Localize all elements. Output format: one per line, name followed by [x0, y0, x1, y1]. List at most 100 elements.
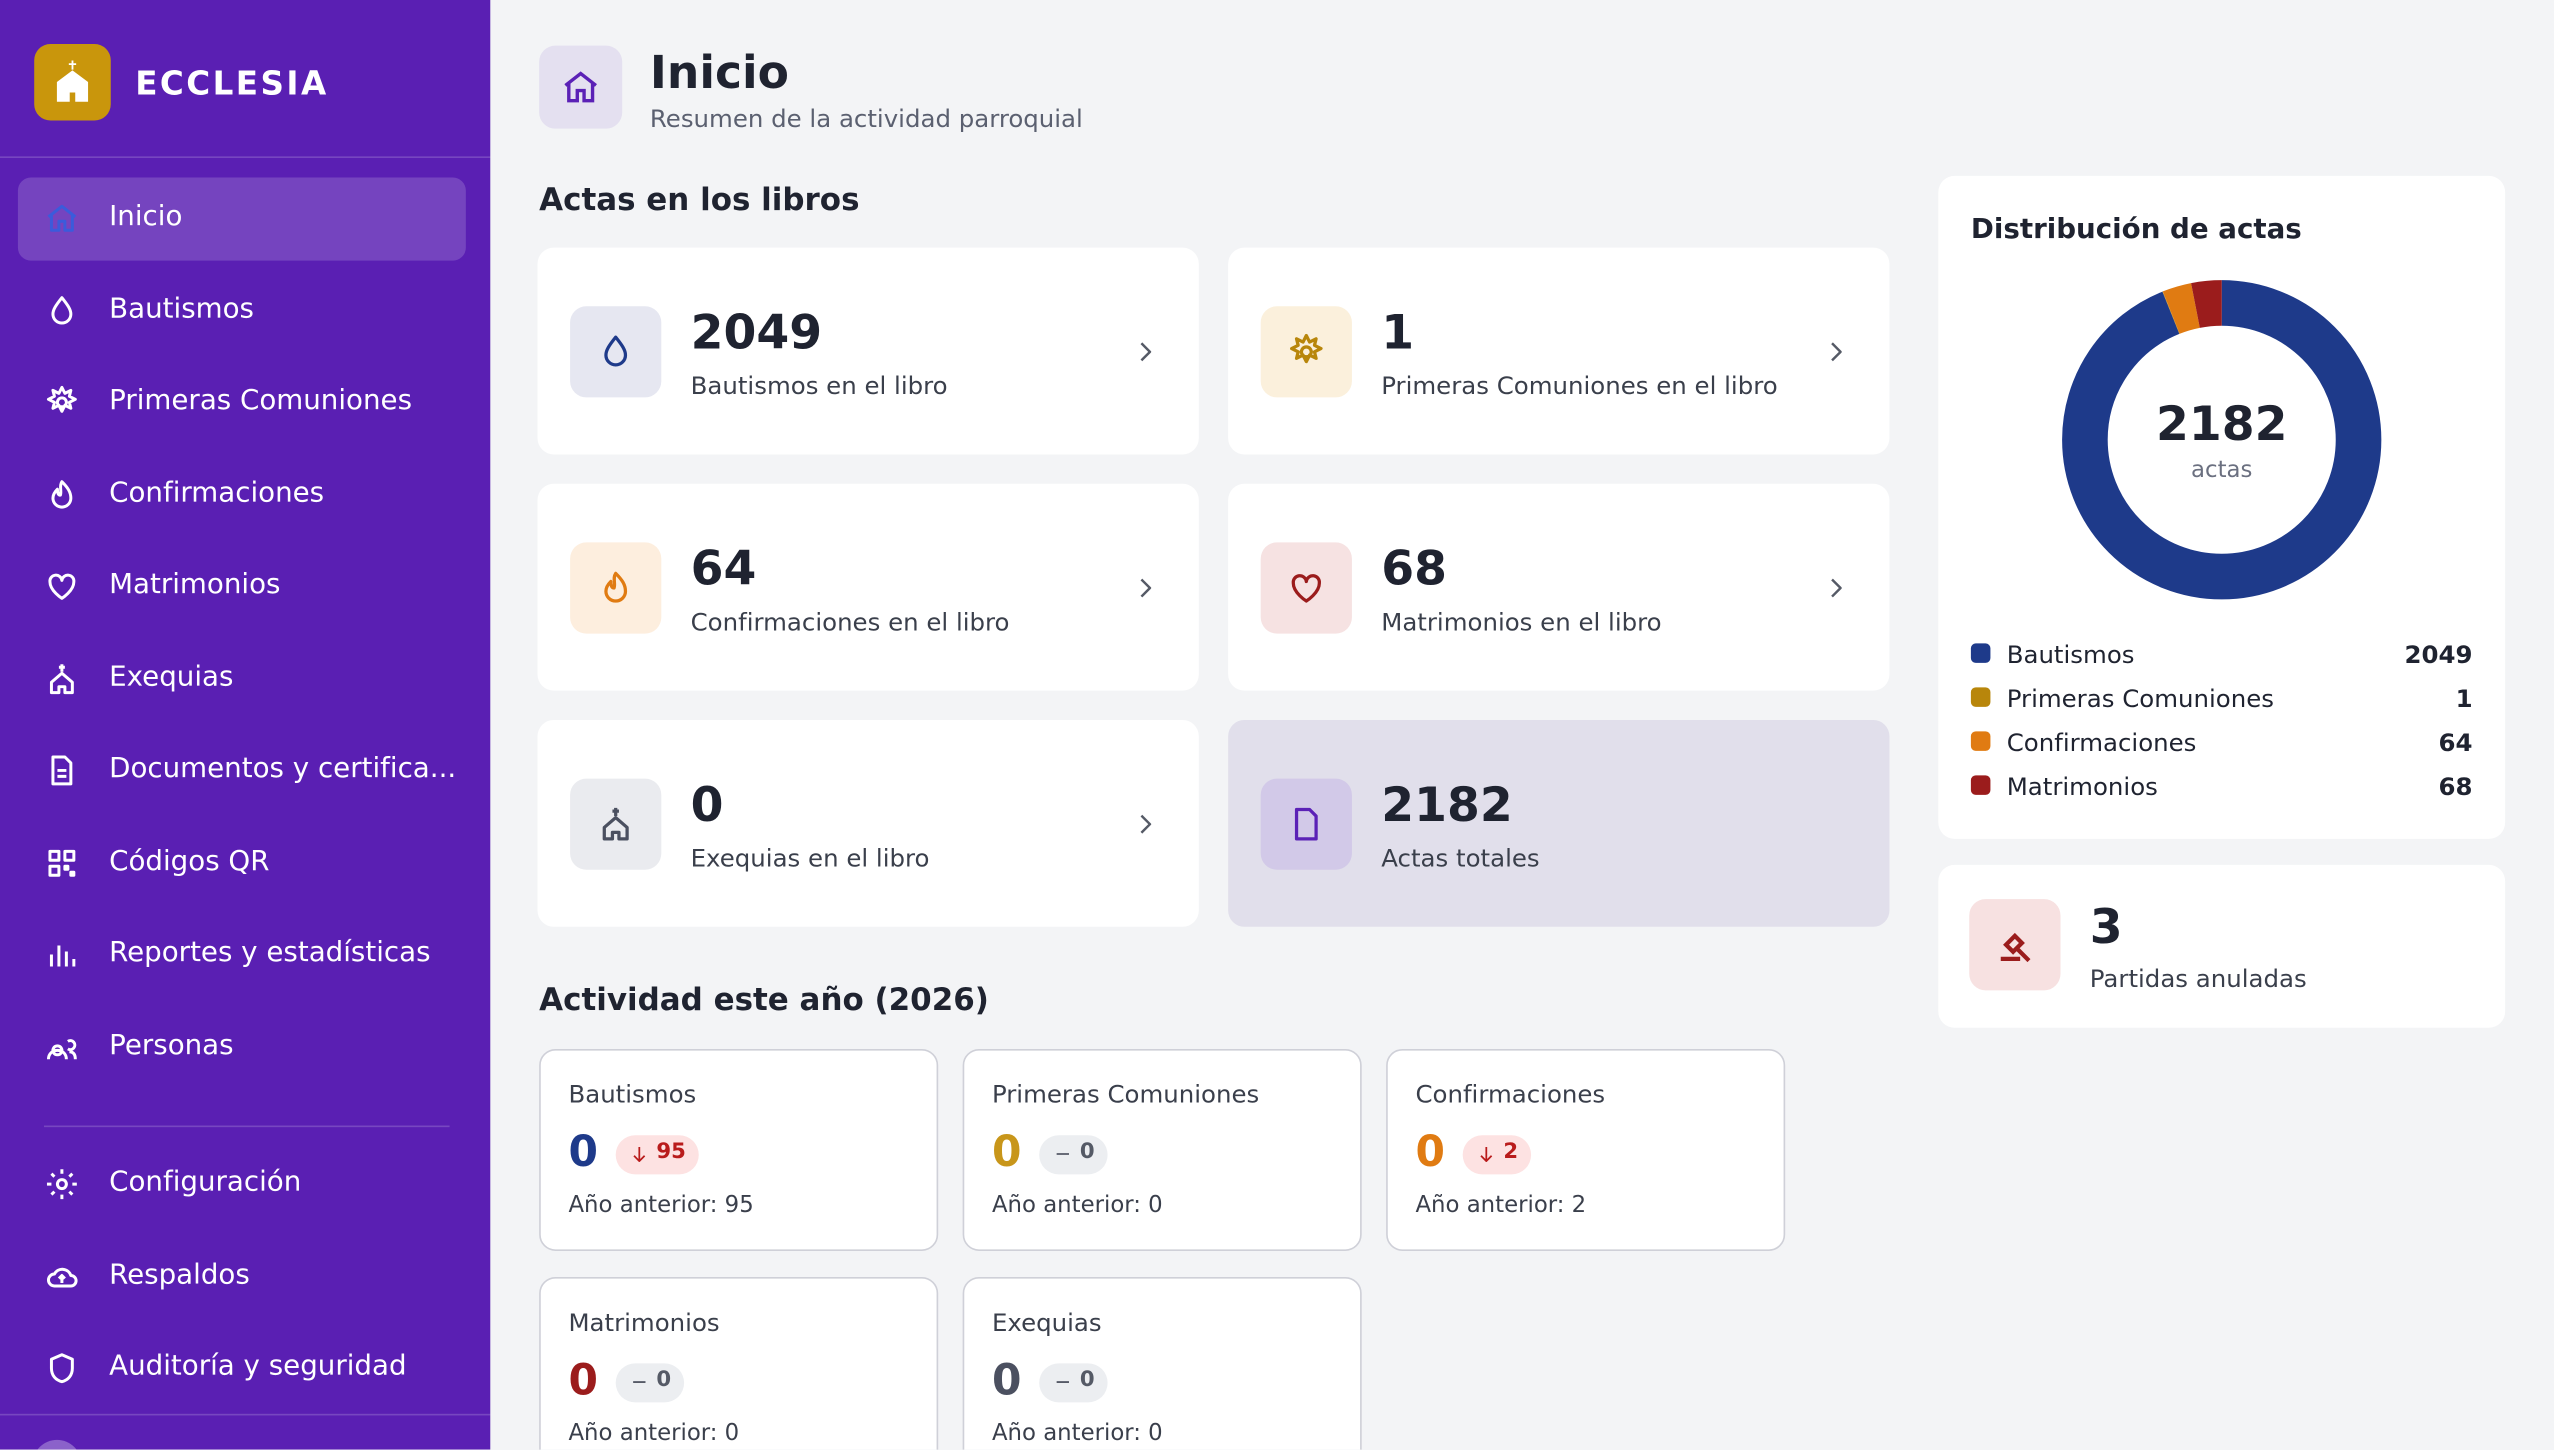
legend-value: 64: [2438, 728, 2473, 758]
nav-label: Personas: [109, 1028, 234, 1062]
logo: [34, 43, 111, 121]
icon: [46, 1169, 77, 1200]
icon: [1140, 342, 1152, 362]
icon: [46, 1038, 77, 1059]
book-card[interactable]: 68 Matrimonios en el libro: [1228, 483, 1890, 691]
icon-shape: [1831, 578, 1842, 598]
icon: [1294, 807, 1318, 841]
nav-label: Confirmaciones: [109, 476, 325, 510]
card-icon: [1260, 778, 1352, 870]
nav-label: Inicio: [109, 200, 183, 233]
annulled-value: 3: [2089, 899, 2123, 955]
icon-shape: [51, 295, 73, 324]
icon: [1831, 578, 1842, 598]
annulled-card[interactable]: 3 Partidas anuladas: [1938, 864, 2506, 1028]
nav-item[interactable]: Auditoría y seguridad: [18, 1327, 466, 1410]
year-card: Primeras Comuniones 0 0 Año anterior: 0: [962, 1048, 1362, 1251]
icon-shape: [1480, 1146, 1493, 1162]
card-value: 2182: [1381, 776, 1513, 833]
year-card-previous: Año anterior: 0: [991, 1420, 1163, 1447]
icon-shape: [49, 1353, 74, 1384]
year-card-count: 0: [1415, 1128, 1445, 1178]
book-card[interactable]: 0 Exequias en el libro: [537, 719, 1199, 927]
icon-shape: [49, 945, 76, 967]
annulled-icon: [1969, 899, 2061, 991]
logo-icon: [56, 60, 89, 102]
divider: [0, 1413, 491, 1416]
nav-item[interactable]: Personas: [18, 1006, 466, 1089]
icon-shape: [633, 1146, 646, 1162]
card-label: Matrimonios en el libro: [1381, 607, 1662, 637]
trend-value: 2: [1503, 1140, 1519, 1165]
card-value: 0: [690, 776, 724, 833]
icon-shape: [46, 1169, 77, 1200]
gavel-icon: [2000, 932, 2031, 963]
annulled-label: Partidas anuladas: [2089, 964, 2307, 994]
section-title: Actas en los libros: [539, 182, 860, 219]
legend-swatch: [1970, 643, 1991, 663]
book-card[interactable]: 64 Confirmaciones en el libro: [537, 483, 1199, 691]
card-label: Primeras Comuniones en el libro: [1381, 371, 1778, 401]
nav-label: Documentos y certifica...: [109, 752, 457, 786]
nav-item[interactable]: Primeras Comuniones: [18, 362, 466, 445]
nav-item[interactable]: Bautismos: [18, 270, 466, 353]
card-value: 68: [1381, 540, 1447, 597]
card-label: Bautismos en el libro: [690, 371, 948, 401]
card-value: 2049: [690, 304, 823, 360]
icon: [604, 335, 628, 367]
legend-value: 1: [2455, 684, 2473, 714]
nav-item[interactable]: Configuración: [18, 1143, 466, 1226]
icon-shape: [47, 204, 77, 232]
year-card: Confirmaciones 0 2 Año anterior: 2: [1386, 1048, 1786, 1251]
icon-shape: [48, 849, 76, 876]
icon-shape: [46, 1038, 77, 1059]
nav-item[interactable]: Inicio: [17, 177, 466, 261]
book-card[interactable]: 1 Primeras Comuniones en el libro: [1228, 247, 1890, 455]
page-icon: [539, 45, 623, 129]
nav-item[interactable]: Confirmaciones: [18, 454, 466, 537]
donut-chart: [2062, 280, 2382, 600]
nav-label: Respaldos: [109, 1258, 250, 1291]
nav-label: Reportes y estadísticas: [109, 936, 431, 970]
nav-item[interactable]: Exequias: [18, 638, 466, 721]
icon-shape: [1831, 342, 1842, 362]
card-icon: [570, 542, 662, 634]
nav-item[interactable]: Códigos QR: [18, 822, 466, 905]
book-card[interactable]: 2182 Actas totales: [1228, 719, 1890, 927]
user-avatar: [32, 1439, 82, 1450]
icon: [47, 204, 77, 232]
nav-item[interactable]: Matrimonios: [18, 546, 466, 629]
nav-item[interactable]: Respaldos: [18, 1235, 466, 1318]
icon: [1831, 342, 1842, 362]
icon: [633, 1146, 646, 1162]
trend-badge: 0: [1039, 1135, 1108, 1175]
nav-item[interactable]: Reportes y estadísticas: [18, 914, 466, 997]
panel-title: Distribución de actas: [1970, 213, 2302, 246]
year-card-name: Confirmaciones: [1415, 1079, 1606, 1110]
nav-label: Auditoría y seguridad: [109, 1350, 407, 1383]
card-label: Actas totales: [1381, 843, 1540, 874]
nav-label: Bautismos: [109, 292, 254, 325]
card-label: Exequias en el libro: [690, 843, 930, 874]
icon: [1056, 1153, 1069, 1155]
icon: [49, 945, 76, 967]
icon: [51, 479, 73, 508]
icon-shape: [51, 479, 73, 508]
nav-item[interactable]: Documentos y certifica...: [18, 730, 466, 813]
year-card-previous: Año anterior: 0: [568, 1420, 740, 1447]
icon: [602, 807, 629, 841]
nav-label: Matrimonios: [109, 568, 281, 602]
book-card[interactable]: 2049 Bautismos en el libro: [537, 247, 1199, 455]
year-card-previous: Año anterior: 0: [991, 1192, 1163, 1219]
section-title: Actividad este año (2026): [539, 982, 989, 1019]
icon-shape: [1140, 342, 1152, 362]
icon: [1290, 333, 1323, 364]
year-card-name: Matrimonios: [568, 1307, 720, 1338]
year-card-count: 0: [568, 1356, 598, 1406]
year-card-count: 0: [568, 1128, 598, 1178]
icon-shape: [1294, 807, 1318, 841]
icon: [51, 295, 73, 324]
legend-value: 68: [2438, 772, 2473, 802]
icon: [1140, 578, 1152, 598]
legend-label: Primeras Comuniones: [2006, 684, 2274, 714]
